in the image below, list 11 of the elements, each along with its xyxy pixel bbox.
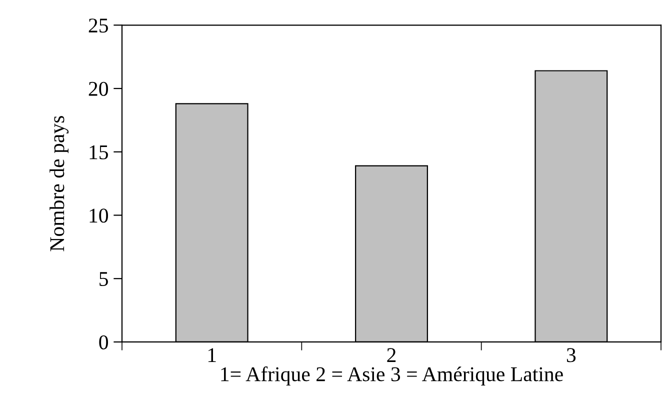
x-tick-label: 1: [208, 348, 216, 362]
y-tick-label: 10: [90, 208, 108, 223]
y-tick-label: 25: [88, 18, 108, 33]
x-tick-label: 2: [387, 348, 396, 362]
y-tick-label: 15: [90, 145, 108, 160]
y-axis-title: Nombre de pays: [50, 116, 69, 252]
y-tick-label: 0: [99, 335, 108, 350]
x-axis-title: 1= Afrique 2 = Asie 3 = Amérique Latine: [221, 366, 563, 386]
y-tick-label: 5: [100, 272, 108, 286]
x-tick-label: 3: [566, 348, 576, 362]
y-tick-label: 20: [88, 82, 108, 96]
